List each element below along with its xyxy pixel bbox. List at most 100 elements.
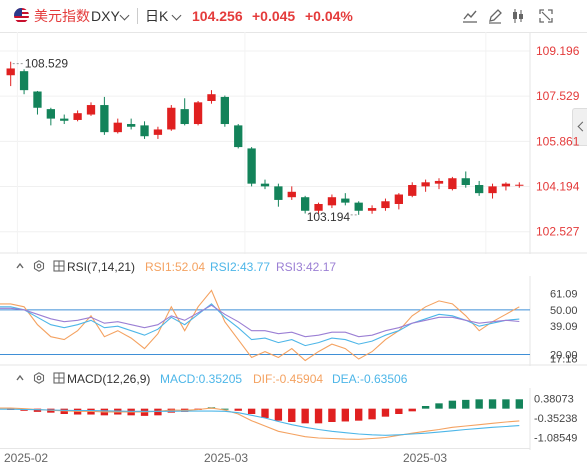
candle-body[interactable]	[234, 125, 243, 148]
macd-indicator-label[interactable]: MACD(12,26,9)	[67, 372, 151, 386]
candle-body[interactable]	[461, 178, 470, 186]
side-panel-toggle[interactable]	[572, 108, 587, 146]
macd-chart[interactable]: 0.38073 -0.35238 -1.08549	[0, 388, 587, 450]
candle-body[interactable]	[408, 185, 417, 196]
macd-histogram-bar	[488, 399, 497, 409]
candle-body[interactable]	[367, 208, 377, 211]
rsi-tick-label: 17.18	[550, 354, 578, 366]
candle-body[interactable]	[113, 122, 122, 133]
settings-gear-icon[interactable]	[33, 260, 45, 272]
candle-body[interactable]	[46, 109, 55, 119]
rsi2-value: RSI2:43.77	[210, 260, 271, 274]
macd-histogram-bar	[301, 408, 309, 424]
chart-style-icon[interactable]	[460, 6, 480, 26]
indicator-panel-icon[interactable]	[53, 260, 65, 272]
candle-body[interactable]	[381, 201, 390, 209]
candle-body[interactable]	[207, 94, 216, 101]
candle-body[interactable]	[247, 148, 256, 184]
candle-body[interactable]	[260, 183, 270, 187]
collapse-caret-icon[interactable]	[14, 260, 26, 272]
macd-tick-label: 0.38073	[534, 394, 574, 406]
macd-histogram-bar	[395, 408, 403, 414]
candle-body[interactable]	[86, 105, 96, 115]
date-label: 2025-03	[403, 451, 447, 465]
last-price: 104.256	[192, 8, 243, 24]
candle-body[interactable]	[394, 194, 403, 204]
candle-body[interactable]	[354, 202, 363, 211]
draw-pen-icon[interactable]	[485, 6, 505, 26]
fullscreen-icon[interactable]	[536, 6, 556, 26]
candle-body[interactable]	[19, 71, 29, 91]
instrument-dropdown-chevron-icon[interactable]	[119, 10, 130, 21]
candle-body[interactable]	[33, 91, 42, 108]
instrument-name[interactable]: 美元指数	[34, 8, 90, 24]
macd-histogram-bar	[247, 408, 256, 414]
price-tick-label: 105.861	[536, 134, 580, 148]
macd-tick-label: -1.08549	[534, 433, 577, 445]
rsi1-line	[0, 289, 520, 362]
macd-histogram-bar	[448, 400, 457, 409]
candle-body[interactable]	[100, 105, 109, 133]
macd-histogram-bar	[381, 408, 390, 417]
candle-body[interactable]	[501, 183, 511, 187]
rsi2-line	[0, 303, 520, 347]
candle-body[interactable]	[434, 180, 444, 184]
rsi-tick-label: 39.09	[550, 321, 578, 333]
macd-value: MACD:0.35205	[160, 372, 243, 386]
candle-body[interactable]	[6, 68, 15, 76]
macd-histogram-bar	[274, 408, 283, 421]
candle-body[interactable]	[301, 197, 310, 211]
rsi-indicator-label[interactable]: RSI(7,14,21)	[67, 260, 136, 274]
macd-histogram-bar	[288, 408, 296, 422]
macd-histogram-bar	[234, 408, 242, 411]
price-change: +0.045	[252, 8, 296, 24]
instrument-code[interactable]: DXY	[91, 8, 120, 24]
candle-body[interactable]	[73, 113, 82, 120]
price-tick-label: 109.196	[536, 44, 580, 58]
macd-legend: MACD(12,26,9) MACD:0.35205 DIF:-0.45904 …	[0, 370, 587, 388]
candle-body[interactable]	[327, 197, 337, 206]
rsi3-line	[0, 304, 520, 338]
candle-body[interactable]	[220, 96, 229, 125]
us-flag-icon	[14, 8, 29, 23]
dif-line	[0, 407, 520, 440]
candle-body[interactable]	[515, 184, 524, 186]
price-change-percent: +0.04%	[305, 8, 353, 24]
candle-body[interactable]	[140, 125, 149, 137]
settings-gear-icon[interactable]	[33, 372, 45, 384]
macd-histogram-bar	[462, 399, 470, 409]
rsi3-value: RSI3:42.17	[276, 260, 337, 274]
candle-body[interactable]	[475, 185, 484, 194]
indicator-panel-icon[interactable]	[53, 372, 65, 384]
candle-body[interactable]	[341, 198, 350, 203]
candle-body[interactable]	[153, 129, 163, 135]
macd-histogram-bar	[261, 408, 269, 418]
candle-body[interactable]	[127, 124, 136, 127]
candle-body[interactable]	[314, 203, 323, 211]
candle-body[interactable]	[167, 107, 176, 130]
candle-body[interactable]	[448, 178, 457, 190]
dif-value: DIF:-0.45904	[253, 372, 324, 386]
macd-histogram-bar	[368, 408, 376, 420]
collapse-caret-icon[interactable]	[14, 372, 26, 384]
candle-body[interactable]	[193, 102, 203, 125]
candle-body[interactable]	[180, 109, 189, 125]
candlestick-chart[interactable]: 108.529 103.194 109.196 107.529 105.861 104…	[0, 32, 587, 254]
rsi-legend: RSI(7,14,21) RSI1:52.04 RSI2:43.77 RSI3:…	[0, 258, 587, 276]
rsi-tick-label: 50.00	[550, 305, 578, 317]
candle-body[interactable]	[488, 186, 497, 194]
rsi-tick-label: 61.09	[550, 288, 578, 300]
macd-histogram-bar	[435, 403, 443, 409]
candle-body[interactable]	[287, 191, 296, 198]
rsi-tick-label: 20.00	[550, 350, 578, 362]
candle-body[interactable]	[60, 118, 69, 121]
candle-body[interactable]	[274, 186, 283, 200]
macd-histogram-bar	[33, 408, 42, 412]
dea-value: DEA:-0.63506	[332, 372, 408, 386]
rsi1-value: RSI1:52.04	[145, 260, 206, 274]
candlestick-toggle-icon[interactable]	[508, 6, 528, 26]
candle-body[interactable]	[421, 182, 430, 187]
period-selector[interactable]: 日K	[145, 8, 169, 24]
period-dropdown-chevron-icon[interactable]	[171, 10, 182, 21]
